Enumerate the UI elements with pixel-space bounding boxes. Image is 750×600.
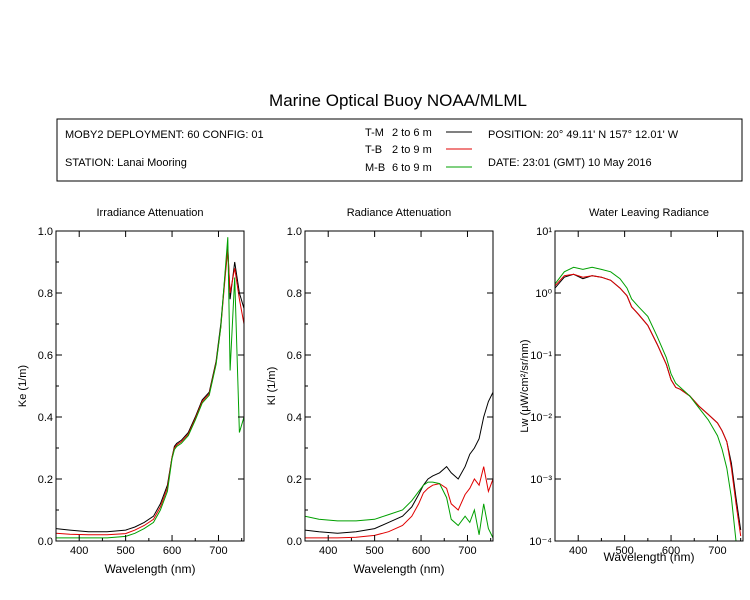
- series-group: [56, 237, 244, 539]
- series-line-t-b: [56, 249, 244, 536]
- deployment-text: MOBY2 DEPLOYMENT: 60 CONFIG: 01: [65, 129, 264, 141]
- x-tick-label: 700: [708, 545, 726, 557]
- station-text: STATION: Lanai Mooring: [65, 157, 187, 169]
- series-line-m-b: [305, 481, 493, 539]
- legend-entry-tb: T-B 2 to 9 m: [365, 144, 472, 156]
- x-tick-label: 600: [163, 545, 181, 557]
- x-axis-label: Wavelength (nm): [354, 562, 445, 576]
- y-tick-label: 0.0: [38, 536, 53, 548]
- y-tick-label: 10¹: [536, 226, 552, 238]
- legend-range: 2 to 6 m: [392, 127, 432, 139]
- series-group: [555, 266, 742, 541]
- x-tick-label: 600: [412, 545, 430, 557]
- series-line-t-m: [56, 246, 244, 533]
- plot-frame: [55, 230, 245, 542]
- y-tick-label: 0.6: [287, 350, 302, 362]
- y-tick-label: 0.0: [287, 536, 302, 548]
- x-tick-label: 600: [662, 545, 680, 557]
- series-line-t-m: [555, 273, 742, 531]
- legend: T-M 2 to 6 m T-B 2 to 9 m M-B 6 to 9 m: [365, 127, 472, 174]
- legend-entry-tm: T-M 2 to 6 m: [365, 127, 472, 139]
- x-axis-label: Wavelength (nm): [604, 550, 695, 564]
- y-axis-label: Kl (1/m): [266, 367, 278, 406]
- x-tick-label: 400: [319, 545, 337, 557]
- x-tick-label: 500: [615, 545, 633, 557]
- chart-panel: Radiance Attenuation 400 500 600 700 0.0 0.2 0.…: [266, 207, 494, 576]
- y-tick-label: 0.4: [38, 412, 53, 424]
- y-tick-label: 0.8: [287, 288, 302, 300]
- y-axis-label: Lw (μW/cm²/sr/nm): [519, 339, 531, 432]
- chart-title: Water Leaving Radiance: [589, 207, 709, 219]
- series-line-t-b: [555, 273, 742, 537]
- x-tick-label: 700: [209, 545, 227, 557]
- chart-panel: Irradiance Attenuation 400 500 600 700 0.0 0.2…: [17, 207, 245, 576]
- chart-panel: Water Leaving Radiance 400 500 600 700 10⁻⁴ 10…: [519, 207, 744, 564]
- chart-title: Radiance Attenuation: [347, 207, 452, 219]
- x-tick-label: 400: [569, 545, 587, 557]
- y-tick-label: 10⁻³: [530, 474, 552, 486]
- legend-tag: T-M: [365, 127, 384, 139]
- series-line-t-b: [305, 466, 493, 539]
- x-tick-label: 700: [458, 545, 476, 557]
- series-group: [305, 391, 493, 539]
- series-line-m-b: [555, 266, 741, 541]
- y-tick-label: 1.0: [287, 226, 302, 238]
- series-line-m-b: [56, 237, 244, 539]
- chart-title: Irradiance Attenuation: [96, 207, 203, 219]
- chart-panels: Irradiance Attenuation 400 500 600 700 0.0 0.2…: [17, 207, 744, 576]
- y-tick-label: 0.8: [38, 288, 53, 300]
- position-text: POSITION: 20° 49.11' N 157° 12.01' W: [488, 129, 679, 141]
- y-tick-label: 10⁻²: [530, 412, 552, 424]
- x-tick-label: 500: [365, 545, 383, 557]
- y-tick-label: 0.4: [287, 412, 302, 424]
- info-box: [56, 118, 743, 182]
- x-tick-label: 400: [70, 545, 88, 557]
- legend-range: 6 to 9 m: [392, 162, 432, 174]
- y-tick-label: 1.0: [38, 226, 53, 238]
- y-tick-label: 0.6: [38, 350, 53, 362]
- figure-title: Marine Optical Buoy NOAA/MLML: [269, 91, 527, 110]
- y-tick-label: 10⁰: [535, 288, 552, 300]
- plot-frame: [554, 230, 744, 542]
- y-tick-label: 10⁻⁴: [529, 536, 552, 548]
- y-tick-label: 0.2: [287, 474, 302, 486]
- x-axis-label: Wavelength (nm): [105, 562, 196, 576]
- date-text: DATE: 23:01 (GMT) 10 May 2016: [488, 157, 652, 169]
- legend-range: 2 to 9 m: [392, 144, 432, 156]
- x-tick-label: 500: [116, 545, 134, 557]
- y-axis-label: Ke (1/m): [17, 365, 29, 407]
- y-tick-label: 10⁻¹: [530, 350, 552, 362]
- legend-tag: M-B: [365, 162, 385, 174]
- legend-entry-mb: M-B 6 to 9 m: [365, 162, 472, 174]
- y-tick-label: 0.2: [38, 474, 53, 486]
- legend-tag: T-B: [365, 144, 382, 156]
- series-line-t-m: [305, 391, 493, 534]
